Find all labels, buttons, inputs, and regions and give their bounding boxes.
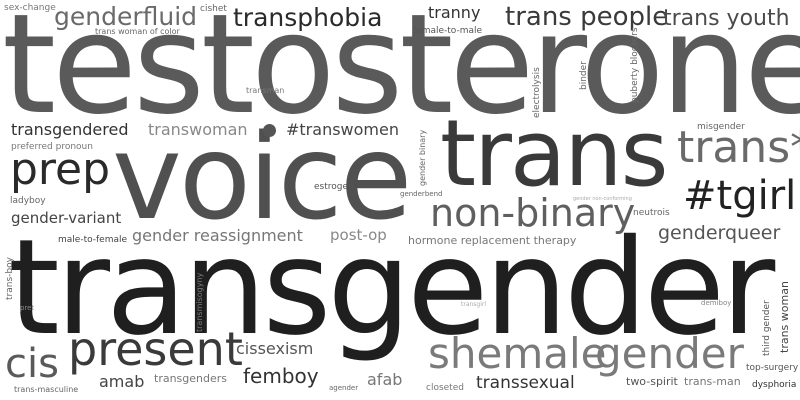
word-transwoman: transwoman	[148, 120, 248, 139]
word-transgenders: transgenders	[154, 372, 228, 385]
word-trans: trans	[440, 100, 669, 207]
word-cissexism: cissexism	[236, 339, 314, 358]
word-trans-people: trans people	[505, 2, 669, 32]
dot-icon	[263, 124, 276, 137]
word-neutrois: neutrois	[633, 208, 670, 218]
word-post-op: post-op	[330, 226, 387, 244]
word-amab: amab	[99, 372, 145, 391]
word-gender-variant: gender-variant	[11, 209, 122, 227]
word-tranny: tranny	[428, 3, 481, 22]
word-ladyboy: ladyboy	[10, 196, 46, 206]
word-transphobia: transphobia	[233, 3, 383, 32]
word-demiboy: demiboy	[701, 299, 732, 307]
word-third-gender: third gender	[762, 300, 772, 356]
word-testosterone: testosterone	[2, 0, 800, 145]
word-puberty-blockers: puberty blockers	[630, 27, 640, 103]
word-shemale: shemale	[428, 329, 607, 378]
word-transsexual: transsexual	[476, 373, 575, 393]
word-gender: gender	[595, 329, 744, 378]
word-cis: cis	[5, 341, 59, 387]
word-present: present	[68, 322, 243, 376]
word-trans-masculine: trans-masculine	[14, 385, 79, 394]
word-gender-reassignment: gender reassignment	[132, 226, 303, 245]
word-dysphoria: dysphoria	[752, 380, 797, 390]
word-closeted: closeted	[426, 383, 464, 393]
word-transgender: transgender	[8, 211, 775, 365]
word-two-spirit: two-spirit	[626, 375, 678, 388]
word-transmisogyny: transmisogyny	[195, 272, 204, 332]
word-binder: binder	[579, 61, 589, 90]
word-trans-star: trans*	[677, 122, 800, 173]
word-gender-binary: gender binary	[418, 129, 427, 186]
word-tgirl: #tgirl	[683, 173, 797, 219]
word-agender: agender	[329, 384, 359, 392]
word-transwomen-hashtag: #transwomen	[286, 120, 399, 139]
word-electrolysis: electrolysis	[532, 67, 542, 118]
word-gender-non-conforming: gender non-conforming	[573, 196, 632, 202]
word-trans-man: trans-man	[684, 375, 741, 388]
word-prep: prep	[10, 144, 111, 195]
word-voice: voice	[112, 108, 412, 246]
word-genderfluid: genderfluid	[54, 2, 198, 31]
word-estrogen: estrogen	[314, 182, 354, 192]
word-femboy: femboy	[243, 364, 319, 388]
word-transgendered: transgendered	[11, 120, 129, 139]
word-trans-woman-of-color: trans woman of color	[95, 27, 180, 36]
word-afab: afab	[367, 370, 403, 389]
word-male-to-female: male-to-female	[58, 235, 128, 245]
word-transgirl: transgirl	[461, 301, 487, 308]
word-trans-woman: trans woman	[778, 281, 791, 353]
word-female-to-male: female-to-male	[413, 26, 483, 36]
word-trans-boy: trans-boy	[5, 257, 15, 300]
word-cishet: cishet	[200, 4, 227, 14]
word-misgender: misgender	[697, 122, 745, 132]
word-transman: transman	[246, 86, 285, 95]
word-preferred-pronoun: preferred pronoun	[11, 142, 93, 152]
word-sex-change: sex-change	[4, 3, 56, 13]
word-pret: pret	[20, 304, 35, 312]
word-trans-youth: trans youth	[663, 6, 790, 31]
word-top-surgery: top-surgery	[746, 363, 799, 373]
word-genderqueer: genderqueer	[658, 222, 781, 244]
word-hormone-replacement-therapy: hormone replacement therapy	[408, 234, 577, 247]
word-genderbend: genderbend	[400, 190, 443, 198]
word-non-binary: non-binary	[430, 191, 636, 235]
